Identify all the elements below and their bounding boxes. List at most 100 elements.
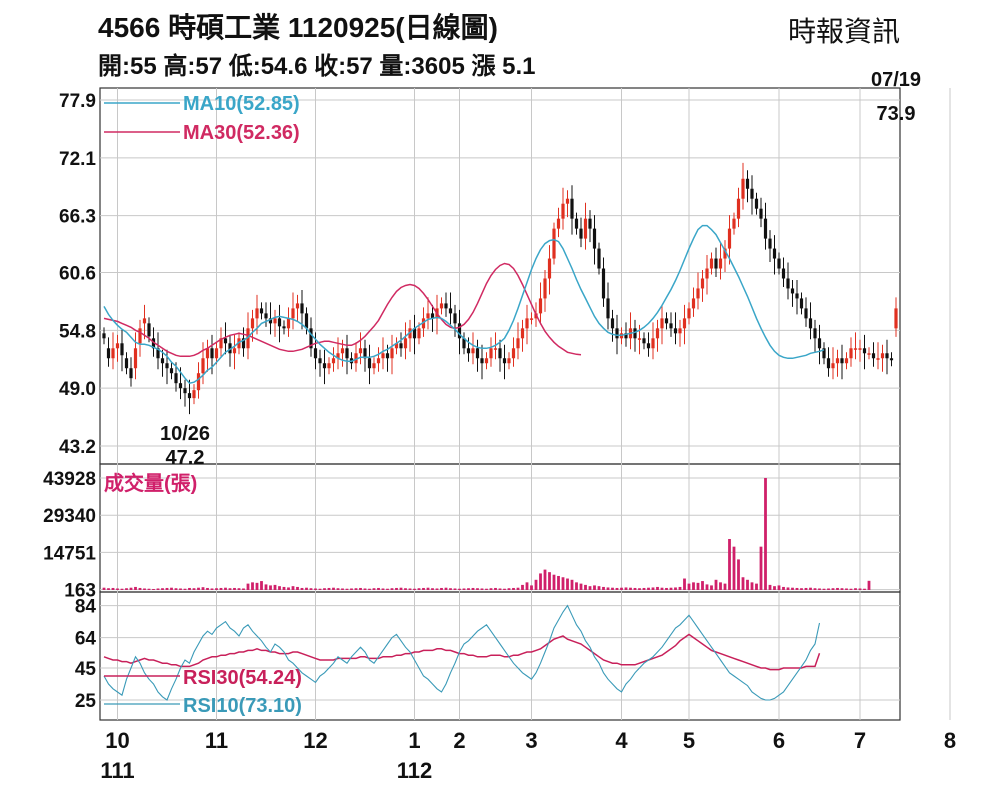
- candle: [781, 257, 786, 287]
- volume-bar: [507, 588, 511, 590]
- candle: [853, 332, 858, 360]
- candle: [565, 190, 570, 218]
- rsi-panel: [99, 591, 901, 721]
- x-tick-label: 4: [615, 728, 628, 753]
- volume-bar: [201, 587, 205, 590]
- candle-body: [511, 348, 516, 359]
- candle-body: [286, 318, 291, 329]
- volume-bar: [494, 587, 497, 590]
- volume-bar: [620, 587, 623, 590]
- candle: [138, 319, 142, 357]
- volume-bar: [728, 539, 731, 590]
- volume-bar: [687, 583, 691, 590]
- candle: [394, 337, 399, 355]
- volume-bar: [152, 588, 155, 590]
- volume-bar: [309, 588, 313, 590]
- volume-bar: [192, 588, 196, 590]
- volume-bar: [134, 586, 137, 590]
- volume-bar: [435, 588, 439, 590]
- x-tick-label: 11: [205, 728, 228, 753]
- candle: [102, 327, 106, 345]
- candle-body: [718, 258, 723, 269]
- candle-body: [862, 348, 867, 354]
- candle: [867, 347, 871, 360]
- candle: [426, 297, 430, 330]
- candle: [444, 292, 448, 317]
- candle: [331, 347, 336, 372]
- candle-body: [151, 338, 156, 349]
- volume-bar: [116, 588, 119, 590]
- volume-bar: [386, 588, 389, 590]
- candle-body: [102, 333, 106, 339]
- volume-bar: [188, 587, 191, 590]
- candle: [561, 187, 565, 230]
- candle: [610, 309, 615, 342]
- candle-body: [781, 268, 786, 279]
- volume-bar: [323, 588, 326, 590]
- candle: [525, 304, 529, 345]
- volume-bar: [458, 588, 461, 590]
- candle-body: [228, 343, 232, 354]
- candle-body: [700, 278, 705, 289]
- volume-bar: [615, 587, 619, 590]
- candle-body: [790, 288, 795, 294]
- volume-bar: [350, 588, 353, 590]
- candle-body: [381, 353, 385, 359]
- volume-bar: [737, 559, 740, 590]
- volume-bar: [795, 587, 799, 590]
- volume-bar: [368, 588, 371, 590]
- volume-bar: [449, 588, 452, 590]
- candle-body: [669, 323, 673, 329]
- volume-bar: [332, 587, 335, 590]
- volume-bar: [768, 584, 772, 590]
- volume-bar: [786, 587, 790, 590]
- candle: [750, 175, 754, 215]
- candle-body: [516, 338, 520, 349]
- volume-bar: [444, 587, 448, 590]
- volume-bar: [575, 582, 578, 590]
- candle-body: [408, 328, 412, 339]
- volume-bar: [710, 585, 713, 590]
- volume-bar: [183, 588, 187, 590]
- volume-bar: [489, 588, 493, 590]
- volume-bar: [588, 586, 592, 590]
- candle: [768, 230, 772, 263]
- candle-body: [682, 318, 687, 329]
- candle-body: [187, 393, 192, 399]
- volume-bar: [867, 580, 871, 590]
- volume-bar: [215, 588, 218, 590]
- volume-bar: [863, 588, 866, 590]
- volume-bar: [372, 588, 376, 590]
- candle-body: [147, 323, 151, 337]
- candle-body: [156, 348, 160, 359]
- volume-bar: [485, 588, 488, 590]
- volume-bar: [845, 588, 848, 590]
- candle-body: [178, 383, 183, 389]
- candle-body: [142, 318, 147, 324]
- candle-body: [876, 358, 880, 360]
- candle: [660, 304, 664, 345]
- volume-bar: [377, 587, 380, 590]
- candle-body: [885, 353, 889, 359]
- candle-body: [336, 353, 340, 359]
- candle: [124, 352, 129, 375]
- candle-body: [768, 238, 772, 249]
- volume-bar: [548, 572, 551, 590]
- volume-bar: [669, 587, 673, 590]
- candle-body: [889, 358, 894, 361]
- candle-body: [331, 358, 336, 364]
- candle: [727, 215, 732, 265]
- volume-bar: [210, 588, 214, 590]
- x-tick-label: 6: [773, 728, 785, 753]
- volume-bar: [692, 582, 695, 590]
- candle: [480, 344, 484, 380]
- candle: [574, 212, 579, 235]
- candle-body: [606, 298, 610, 319]
- candle-body: [826, 358, 831, 369]
- candle: [669, 312, 673, 337]
- candle-body: [507, 358, 511, 364]
- candle-body: [732, 218, 736, 229]
- candle-body: [561, 203, 565, 219]
- candle-body: [201, 358, 205, 374]
- candle: [520, 319, 525, 352]
